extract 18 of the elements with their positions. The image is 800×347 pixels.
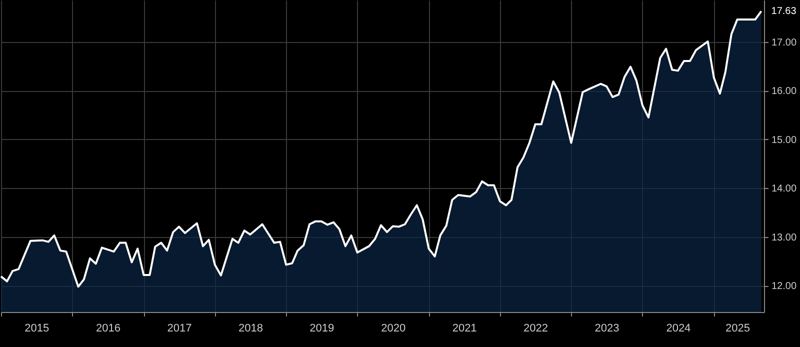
x-tick-label: 2016 bbox=[96, 322, 120, 334]
annotation: 17.63 bbox=[771, 6, 797, 18]
y-tick-label: 16.00 bbox=[772, 86, 797, 98]
x-tick-label: 2025 bbox=[726, 322, 750, 334]
y-tick-label: 17.00 bbox=[772, 37, 797, 48]
y-tick-label: 14.00 bbox=[772, 184, 797, 195]
y-tick-label: 15.00 bbox=[772, 134, 797, 146]
x-tick-label: 2017 bbox=[167, 322, 192, 334]
y-tick-label: 13.00 bbox=[772, 232, 797, 244]
x-tick-label: 2024 bbox=[666, 322, 691, 334]
x-tick-label: 2019 bbox=[310, 322, 334, 334]
x-tick-label: 2015 bbox=[24, 322, 50, 334]
x-tick-label: 2023 bbox=[594, 322, 620, 334]
x-tick-label: 2018 bbox=[238, 322, 263, 334]
x-tick-label: 2021 bbox=[452, 322, 477, 334]
x-tick-label: 2022 bbox=[524, 322, 548, 334]
y-tick-label: 12.00 bbox=[772, 281, 797, 292]
x-tick-label: 2020 bbox=[381, 322, 406, 334]
